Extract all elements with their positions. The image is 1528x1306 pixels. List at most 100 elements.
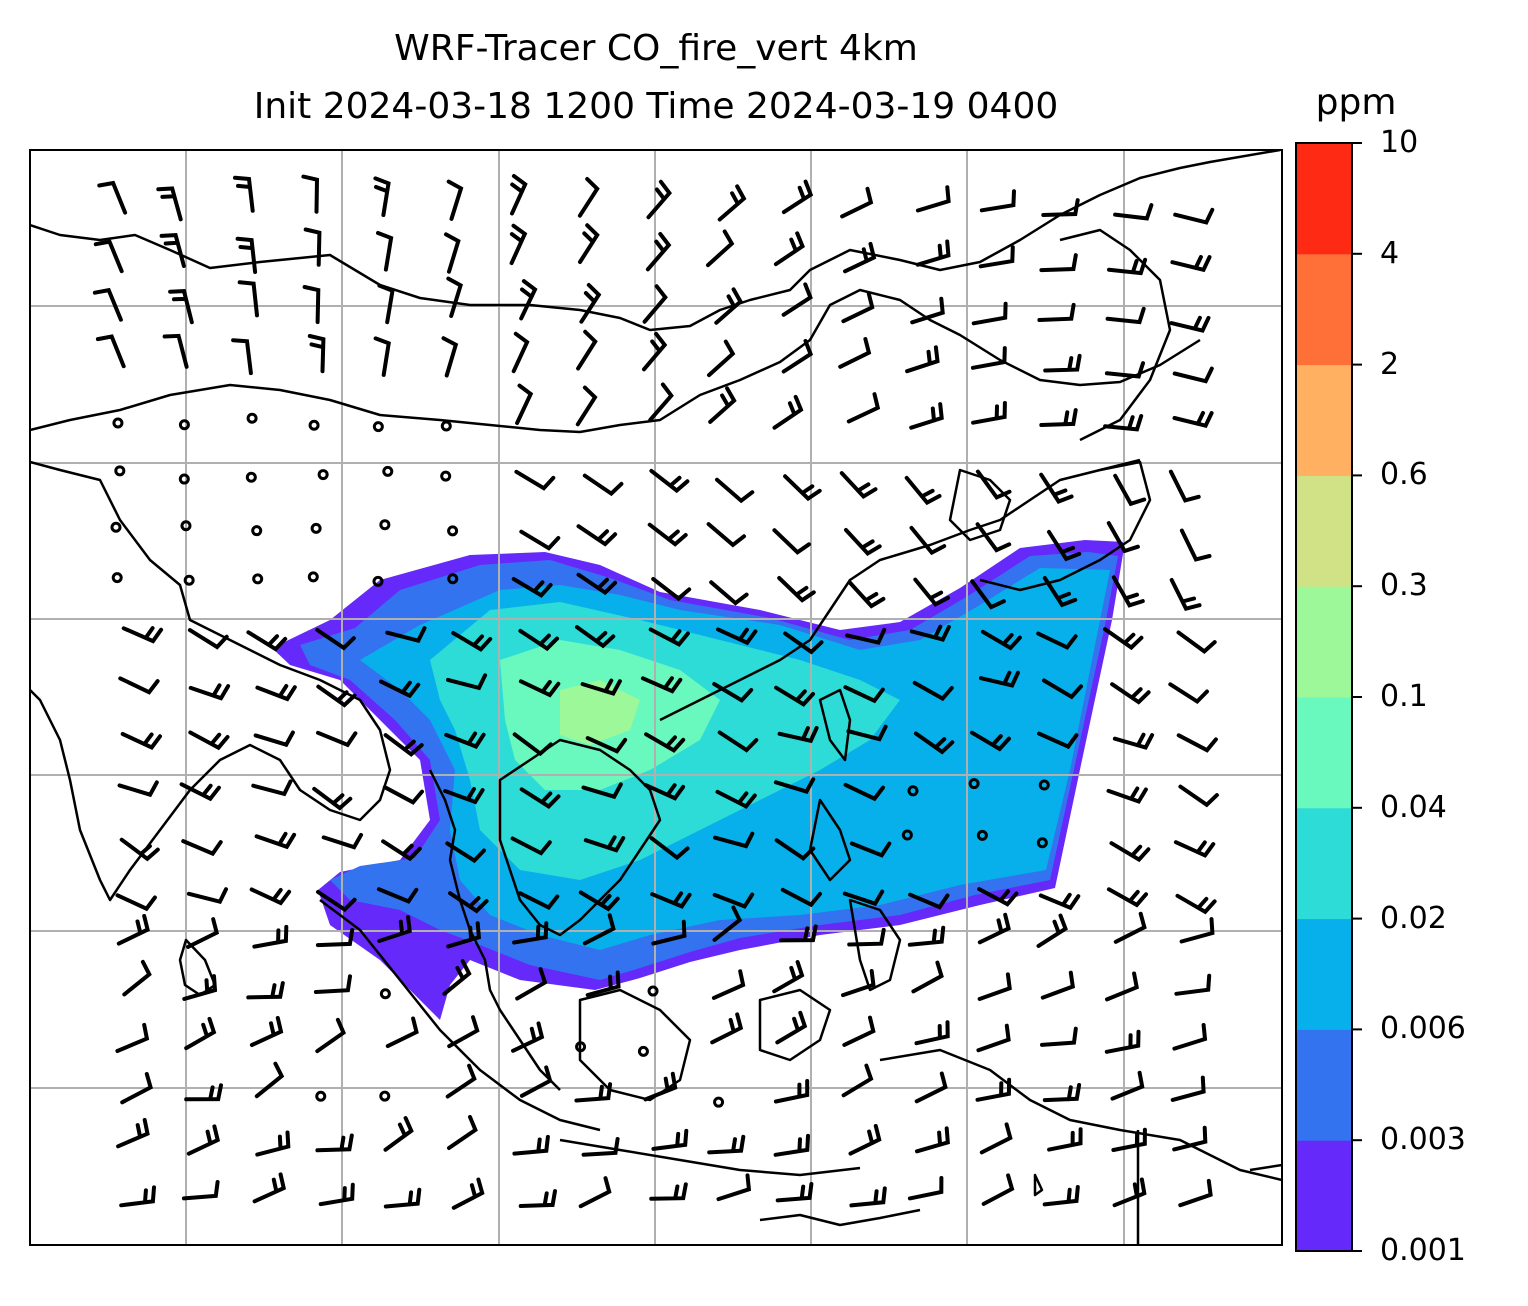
wind-barb: [316, 730, 358, 748]
wind-barb: [913, 731, 955, 755]
wind-barb: [181, 839, 223, 857]
wind-barb: [904, 475, 942, 506]
colorbar-tick-label: 4: [1380, 235, 1400, 271]
wind-barb: [713, 831, 755, 849]
colorbar-segment: [1296, 697, 1352, 809]
colorbar-unit-label: ppm: [1315, 82, 1397, 123]
wind-barb: [444, 731, 486, 749]
wind-barb: [519, 1065, 553, 1098]
wind-barb: [451, 1177, 485, 1210]
wind-barb: [313, 974, 352, 994]
wind-barb: [447, 1115, 478, 1150]
wind-barb: [1174, 973, 1212, 996]
wind-barb: [772, 960, 805, 994]
wind-barb: [519, 529, 561, 551]
wind-barbs: [92, 174, 1219, 1210]
wind-barb: [978, 245, 1015, 269]
calm-wind-marker: [976, 829, 988, 841]
wind-barb: [446, 673, 488, 691]
wind-barb: [1106, 786, 1148, 804]
wind-barb: [1037, 302, 1076, 322]
wind-barb: [977, 972, 1012, 1001]
wind-barb: [777, 726, 819, 744]
wind-barb: [316, 890, 357, 913]
wind-barb: [840, 186, 874, 219]
wind-barb: [187, 628, 229, 650]
wind-barb: [1178, 784, 1219, 808]
wind-barb: [977, 912, 1011, 945]
colorbar-tick-label: 0.3: [1380, 568, 1428, 604]
wind-barb: [511, 331, 530, 374]
wind-barb: [706, 522, 746, 548]
wind-barb: [249, 887, 292, 906]
wind-barb: [303, 227, 322, 267]
wind-barb: [1105, 971, 1139, 1002]
wind-barb: [237, 280, 259, 318]
wind-barb: [186, 887, 228, 905]
wind-barb: [1110, 682, 1151, 705]
wind-barb: [115, 1022, 150, 1053]
wind-barb: [162, 333, 189, 369]
wind-barb: [252, 1172, 287, 1204]
wind-barb: [909, 402, 944, 430]
wind-barb: [445, 841, 486, 864]
wind-barb: [249, 1016, 284, 1047]
wind-barb: [1113, 473, 1147, 507]
calm-wind-marker: [907, 785, 919, 797]
wind-barb: [846, 392, 881, 424]
wind-barb: [841, 291, 875, 324]
wind-barb: [1113, 911, 1147, 944]
wind-barb: [1106, 521, 1140, 554]
wind-barb: [120, 732, 162, 751]
wind-barb: [385, 626, 427, 644]
wind-barb: [1047, 1127, 1083, 1152]
wind-barb: [1112, 732, 1155, 750]
colorbar-tick-label: 10: [1380, 125, 1419, 160]
wind-barb: [581, 782, 623, 800]
wind-barb: [315, 928, 355, 948]
calm-wind-marker: [382, 465, 394, 477]
wind-barb: [783, 631, 824, 655]
colorbar-segment: [1296, 807, 1352, 920]
wind-barb: [315, 1017, 346, 1054]
calm-wind-marker: [246, 412, 258, 424]
calm-wind-marker: [637, 1045, 649, 1057]
calm-wind-marker: [440, 470, 452, 482]
wind-barb: [246, 981, 285, 1000]
wind-barb: [585, 736, 628, 754]
wind-barb: [518, 679, 561, 698]
wind-barb: [184, 1016, 217, 1051]
wind-barb: [515, 383, 534, 425]
wind-barb: [710, 1012, 744, 1045]
wind-barb: [650, 891, 692, 909]
wind-barb: [321, 833, 363, 850]
wind-barb: [910, 296, 945, 325]
wind-barb: [640, 676, 683, 694]
wind-barb: [509, 223, 528, 266]
calm-wind-marker: [310, 522, 322, 534]
wind-barb: [1042, 576, 1078, 608]
wind-barb: [1106, 887, 1148, 908]
wind-barb: [511, 577, 553, 598]
wind-barb: [975, 1077, 1012, 1102]
wind-barb: [254, 831, 297, 850]
colorbar-tick-label: 0.001: [1380, 1233, 1466, 1268]
wind-barb: [315, 628, 356, 651]
calm-wind-marker: [372, 575, 384, 587]
colorbar: [1296, 142, 1362, 1252]
wind-barb: [711, 969, 746, 1000]
map-title-line-2: Init 2024-03-18 1200 Time 2024-03-19 040…: [253, 86, 1059, 127]
plume-level-0.1: [560, 680, 640, 745]
wind-barb: [119, 1185, 156, 1208]
calm-wind-marker: [178, 473, 190, 485]
wind-barb: [716, 627, 758, 646]
wind-barb: [581, 1137, 620, 1157]
wind-barb: [120, 1072, 153, 1105]
wind-barb: [93, 239, 124, 274]
wind-barb: [714, 287, 744, 325]
wind-barb: [1042, 1185, 1080, 1207]
wind-barb: [847, 580, 886, 609]
wind-barb: [1169, 578, 1202, 612]
colorbar-segment: [1296, 364, 1352, 476]
calm-wind-marker: [379, 1090, 391, 1102]
